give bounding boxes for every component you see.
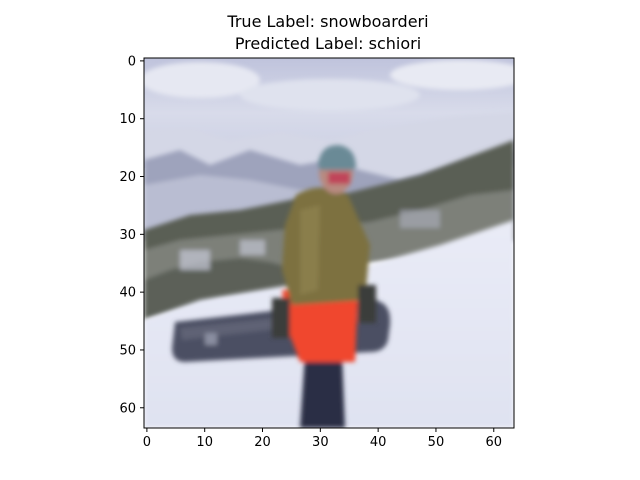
x-tick-label: 40 [370,435,387,450]
y-tick-label: 0 [128,54,136,69]
y-tick-label: 50 [119,343,136,358]
y-axis: 0 10 20 30 40 50 60 [119,54,144,416]
y-tick-label: 10 [119,112,136,127]
person [272,145,376,428]
x-axis: 0 10 20 30 40 50 60 [143,428,502,450]
x-tick-label: 0 [143,435,151,450]
title-true-label: True Label: snowboarderi [227,12,429,31]
x-tick-label: 60 [485,435,502,450]
axes-frame [143,57,515,429]
title-predicted-label: Predicted Label: schiori [234,34,422,53]
x-tick-label: 10 [196,435,213,450]
y-tick-label: 20 [119,170,136,185]
y-tick-label: 30 [119,228,136,243]
x-tick-label: 20 [254,435,271,450]
y-tick-label: 40 [119,286,136,301]
photo [144,58,514,428]
x-tick-label: 30 [312,435,329,450]
x-tick-label: 50 [428,435,445,450]
y-tick-label: 60 [119,401,136,416]
